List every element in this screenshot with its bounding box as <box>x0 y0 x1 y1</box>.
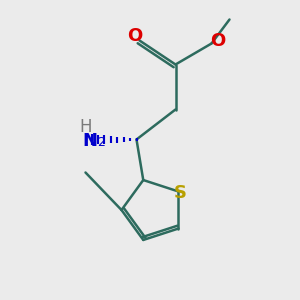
Text: N: N <box>82 132 98 150</box>
Text: H: H <box>79 118 92 136</box>
Text: 2: 2 <box>97 136 105 149</box>
Text: S: S <box>173 184 187 202</box>
Text: O: O <box>128 27 142 45</box>
Text: O: O <box>211 32 226 50</box>
